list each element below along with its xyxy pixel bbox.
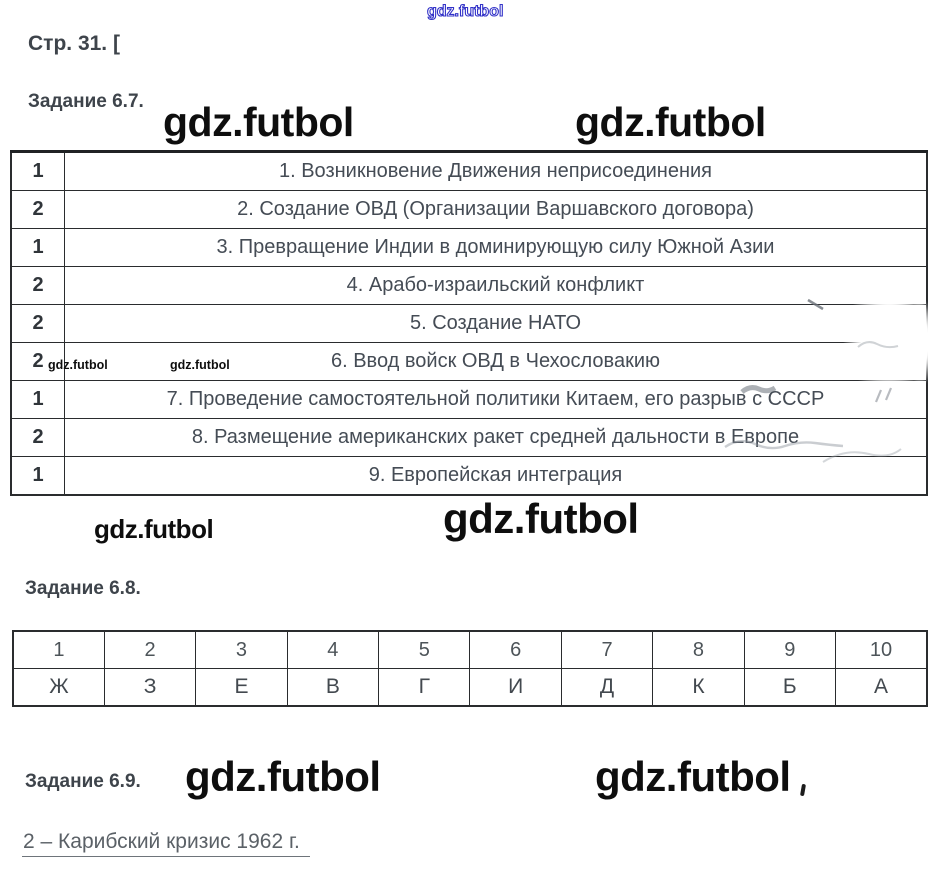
matching-numbers-row: 1 2 3 4 5 6 7 8 9 10 [12, 630, 928, 669]
event-count-cell: 2 [10, 342, 65, 381]
page-title: Стр. 31. [ [28, 32, 120, 55]
scan-fade-artifact [908, 296, 934, 388]
event-count-cell: 1 [10, 228, 65, 267]
number-cell: 5 [378, 630, 471, 669]
matching-table: 1 2 3 4 5 6 7 8 9 10 Ж З Е В Г И Д К Б [12, 630, 928, 707]
watermark-medium: gdz.futbol [94, 514, 214, 544]
task-6-7-heading: Задание 6.7. [28, 91, 144, 112]
letter-cell: Е [195, 668, 288, 707]
event-text-cell: 2. Создание ОВД (Организации Варшавского… [64, 190, 928, 229]
table-row: 2 2. Создание ОВД (Организации Варшавско… [10, 190, 928, 229]
number-cell: 8 [652, 630, 745, 669]
table-row: 1 7. Проведение самостоятельной политики… [10, 380, 928, 419]
table-row: 1 1. Возникновение Движения неприсоедине… [10, 151, 928, 191]
number-cell: 7 [560, 630, 654, 669]
event-text-cell: 7. Проведение самостоятельной политики К… [64, 380, 928, 419]
event-count-cell: 1 [10, 456, 65, 496]
watermark-top: gdz.futbol [426, 3, 504, 20]
task-6-9-heading: Задание 6.9. [25, 771, 141, 792]
table-row: 2 8. Размещение американских ракет средн… [10, 418, 928, 457]
number-cell: 4 [286, 630, 380, 669]
watermark-large-2: gdz.futbol [575, 99, 766, 145]
letter-cell: Д [560, 668, 654, 707]
event-count-cell: 1 [10, 380, 65, 419]
letter-cell: З [103, 668, 197, 707]
number-cell: 6 [469, 630, 562, 669]
watermark-large-4: gdz.futbol [185, 753, 381, 800]
events-table: 1 1. Возникновение Движения неприсоедине… [10, 150, 928, 496]
ink-tick-artifact [799, 783, 807, 797]
event-text-cell: 4. Арабо-израильский конфликт [64, 266, 928, 305]
watermark-large-3: gdz.futbol [443, 495, 639, 542]
letter-cell: А [835, 668, 928, 707]
event-count-cell: 1 [10, 151, 65, 191]
matching-letters-row: Ж З Е В Г И Д К Б А [12, 668, 928, 707]
event-text-cell: 1. Возникновение Движения неприсоединени… [64, 151, 928, 191]
event-text-cell: 5. Создание НАТО [64, 304, 928, 343]
table-row: 2 5. Создание НАТО [10, 304, 928, 343]
answer-line: 2 – Карибский кризис 1962 г. [22, 831, 310, 857]
number-cell: 9 [743, 630, 837, 669]
table-row: 1 3. Превращение Индии в доминирующую си… [10, 228, 928, 267]
watermark-small-1: gdz.futbol [48, 358, 108, 372]
number-cell: 10 [835, 630, 928, 669]
letter-cell: Ж [12, 668, 105, 707]
letter-cell: К [652, 668, 745, 707]
letter-cell: Г [378, 668, 471, 707]
event-count-cell: 2 [10, 304, 65, 343]
event-count-cell: 2 [10, 266, 65, 305]
number-cell: 1 [12, 630, 105, 669]
event-text-cell: 3. Превращение Индии в доминирующую силу… [64, 228, 928, 267]
watermark-large-5: gdz.futbol [595, 753, 791, 800]
event-text-cell: 8. Размещение американских ракет средней… [64, 418, 928, 457]
letter-cell: Б [743, 668, 837, 707]
table-row: 1 9. Европейская интеграция [10, 456, 928, 496]
letter-cell: И [469, 668, 562, 707]
table-row: 2 6. Ввод войск ОВД в Чехословакию [10, 342, 928, 381]
watermark-large-1: gdz.futbol [163, 99, 354, 145]
table-row: 2 4. Арабо-израильский конфликт [10, 266, 928, 305]
event-text-cell: 9. Европейская интеграция [64, 456, 928, 496]
number-cell: 2 [103, 630, 197, 669]
letter-cell: В [286, 668, 380, 707]
task-6-8-heading: Задание 6.8. [25, 578, 141, 599]
event-count-cell: 2 [10, 190, 65, 229]
watermark-small-2: gdz.futbol [170, 358, 230, 372]
event-count-cell: 2 [10, 418, 65, 457]
number-cell: 3 [195, 630, 288, 669]
